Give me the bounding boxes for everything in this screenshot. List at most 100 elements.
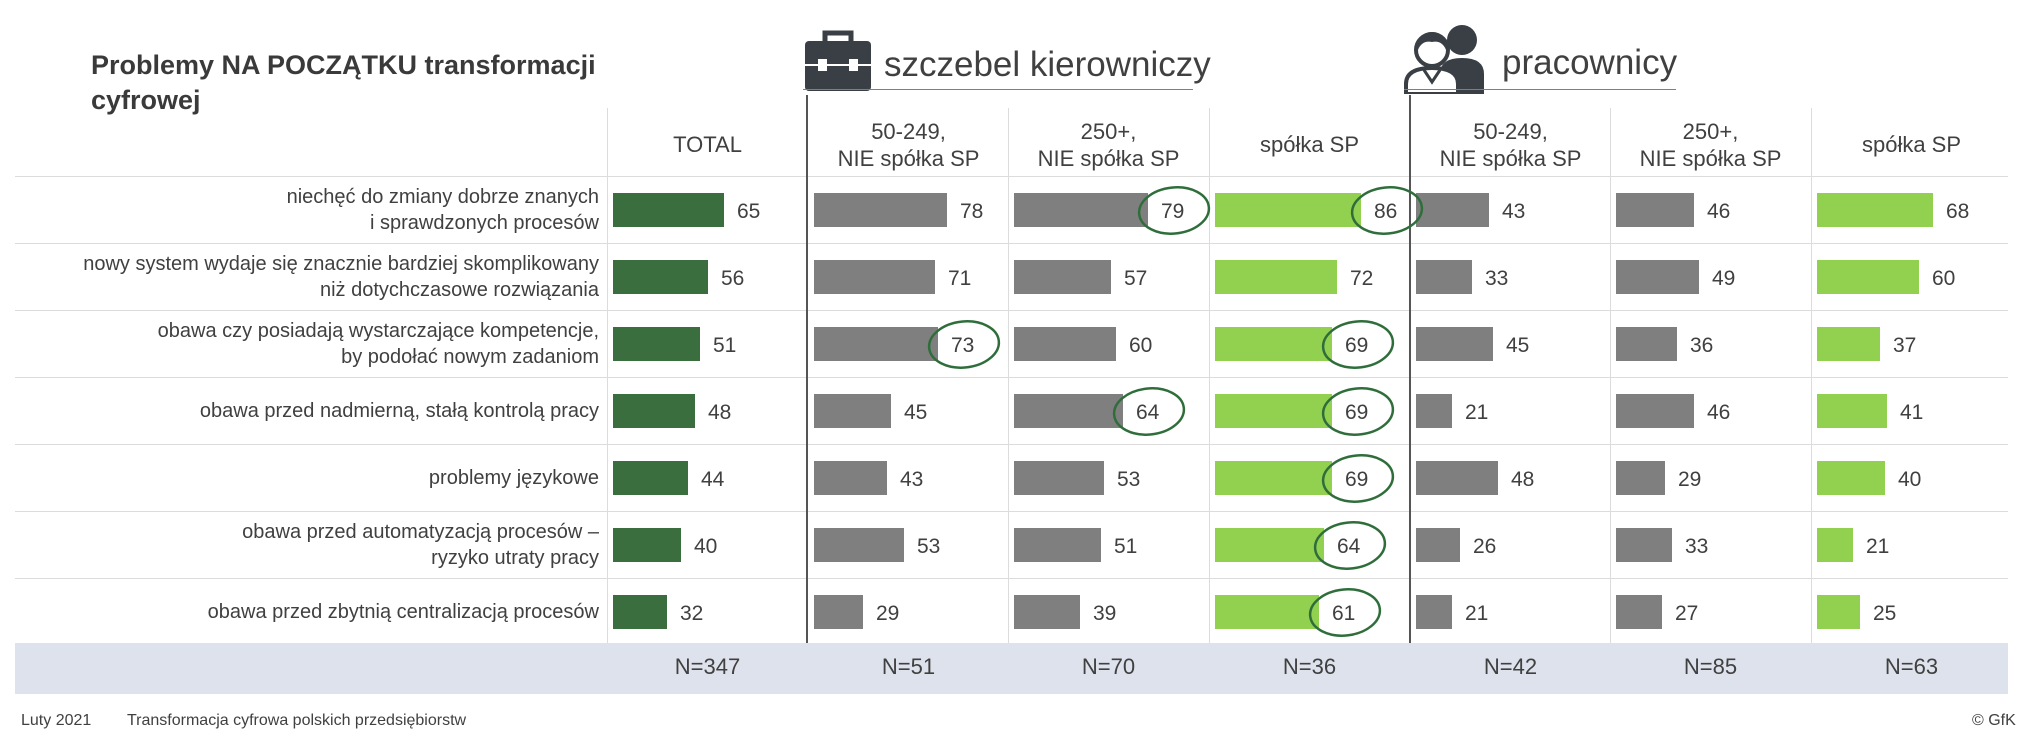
bar [1616,192,1694,227]
bar-value: 61 [1332,601,1356,625]
column-divider [1811,108,1812,643]
bar [1014,259,1111,294]
bar [1416,527,1460,562]
bar-value: 40 [1898,467,1922,491]
bar-value: 21 [1866,534,1890,558]
group-divider-managers [806,95,808,643]
row-divider [15,176,2008,177]
row-divider [15,578,2008,579]
sample-size-value: N=63 [1884,654,1939,679]
row-divider [15,511,2008,512]
bar [1817,393,1887,428]
column-header: TOTAL [673,132,742,157]
chart-title: Problemy NA POCZĄTKU transformacji cyfro… [91,50,596,115]
group-label-managers: szczebel kierowniczy [884,45,1211,84]
bar-value: 53 [1117,467,1141,491]
column-header: 50-249, NIE spółka SP [837,119,980,171]
bar-value: 49 [1712,266,1736,290]
bar [1616,393,1694,428]
bar [1616,460,1665,495]
column-header: spółka SP [1861,132,1962,157]
bar-value: 68 [1946,199,1970,223]
bar [1416,192,1489,227]
sample-size-value: N=42 [1483,654,1538,679]
bar-value: 60 [1129,333,1153,357]
bar-value: 73 [951,333,975,357]
bar-value: 41 [1900,400,1924,424]
footer-source: Transformacja cyfrowa polskich przedsięb… [127,712,467,729]
bar [1616,326,1677,361]
footer-date: Luty 2021 [21,712,92,729]
bar [1817,259,1919,294]
bar [613,594,667,629]
bar-value: 60 [1932,266,1956,290]
bar [1014,192,1148,227]
bar-value: 86 [1374,199,1398,223]
bar [1215,393,1332,428]
bar [613,527,681,562]
bar-value: 27 [1675,601,1699,625]
bar [814,192,947,227]
bar-value: 69 [1345,400,1369,424]
bar-value: 69 [1345,333,1369,357]
bar-value: 46 [1707,400,1731,424]
row-label: obawa przed automatyzacją procesów – ryz… [242,520,599,569]
bar [1817,192,1933,227]
bar-value: 45 [904,400,928,424]
row-label: nowy system wydaje się znacznie bardziej… [83,252,599,301]
bar [814,594,863,629]
footer-copyright: © GfK [1972,712,2016,729]
bar [1014,460,1104,495]
group-label-workers: pracownicy [1502,43,1678,82]
bar-value: 37 [1893,333,1917,357]
bar-value: 45 [1506,333,1530,357]
column-divider [1209,108,1210,643]
bar [1215,326,1332,361]
sample-size-row [15,643,2008,694]
bar [814,527,904,562]
bar [1817,326,1880,361]
column-divider [607,108,608,643]
bar-value: 69 [1345,467,1369,491]
bar [1616,259,1699,294]
bar [1616,527,1672,562]
bar [1215,192,1361,227]
bar [1014,393,1123,428]
bar-value: 64 [1337,534,1361,558]
row-divider [15,377,2008,378]
bar [814,326,938,361]
bar-value: 32 [680,601,704,625]
bar [1416,460,1498,495]
row-label: niechęć do zmiany dobrze znanych i spraw… [286,185,599,234]
bar [1616,594,1662,629]
bar [1014,527,1101,562]
bar [1014,594,1080,629]
bar [1817,594,1860,629]
bar-value: 64 [1136,400,1160,424]
column-header: 50-249, NIE spółka SP [1439,119,1582,171]
bar-value: 46 [1707,199,1731,223]
briefcase-icon [805,30,871,91]
bar-value: 48 [1511,467,1535,491]
bar-value: 21 [1465,601,1489,625]
bar [613,192,724,227]
bar [1215,594,1319,629]
sample-size-value: N=70 [1081,654,1136,679]
bar-value: 25 [1873,601,1897,625]
row-label: problemy językowe [428,466,599,489]
bar [1416,259,1472,294]
bar [1416,393,1452,428]
bar-value: 72 [1350,266,1374,290]
row-label: obawa czy posiadają wystarczające kompet… [157,319,599,368]
column-divider [1610,108,1611,643]
bar [613,259,708,294]
bar-value: 53 [917,534,941,558]
bar-value: 26 [1473,534,1497,558]
bar-value: 21 [1465,400,1489,424]
sample-size-value: N=51 [881,654,936,679]
bar-value: 71 [948,266,972,290]
column-header: spółka SP [1259,132,1360,157]
bar-value: 79 [1161,199,1185,223]
bar-value: 36 [1690,333,1714,357]
sample-size-value: N=36 [1282,654,1337,679]
